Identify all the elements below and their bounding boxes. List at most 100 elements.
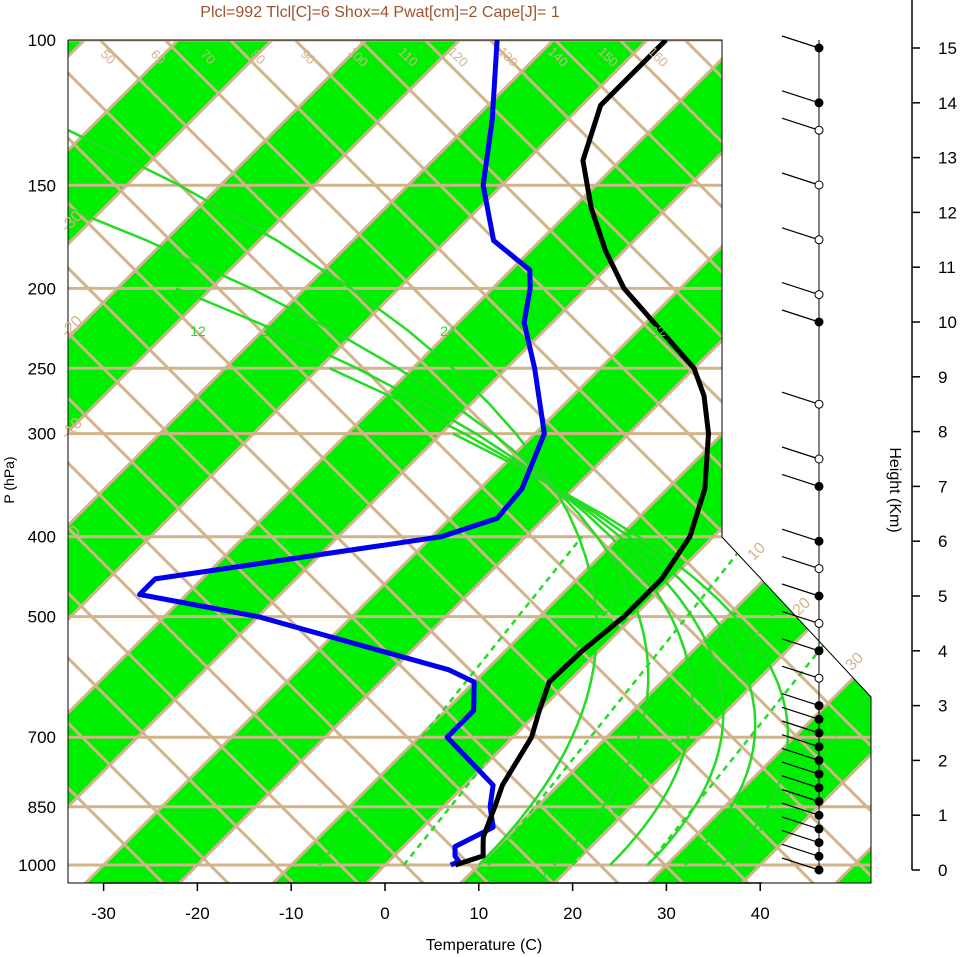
height-tick-label: 9 xyxy=(938,368,947,387)
mixing-ratio-label: 3 xyxy=(362,867,369,882)
height-marker xyxy=(814,399,824,409)
height-marker xyxy=(814,838,824,848)
height-marker xyxy=(814,481,824,491)
sounding-series xyxy=(137,40,712,868)
dry-adiabat-line xyxy=(68,40,727,883)
wind-barb xyxy=(781,446,820,460)
height-marker xyxy=(814,714,824,724)
dry-adiabat-line xyxy=(228,40,871,883)
dry-adiabat-line xyxy=(68,40,597,883)
height-tick-label: 6 xyxy=(938,532,947,551)
height-tick-label: 1 xyxy=(938,806,947,825)
height-tick-label: 15 xyxy=(938,39,957,58)
theta-label: 160 xyxy=(645,44,671,70)
theta-label: 50 xyxy=(98,46,119,67)
height-marker xyxy=(814,317,824,327)
moist-adiabats xyxy=(68,40,790,866)
isotherm-label: 10 xyxy=(745,539,770,564)
moist-adiabat-line xyxy=(68,40,598,866)
mixing-ratio-label: 17 xyxy=(541,867,555,882)
y-tick-label: 300 xyxy=(28,425,56,444)
dry-adiabat-line xyxy=(68,40,402,883)
isotherm-line xyxy=(68,40,687,883)
y-axis: 100 150 200 250 300 400 500 700 850 1000 xyxy=(18,31,56,875)
dry-adiabat-line xyxy=(68,40,532,883)
height-marker xyxy=(814,536,824,546)
moist-adiabat-line xyxy=(452,432,757,866)
x-tick-label: 30 xyxy=(657,904,676,923)
isotherm-line xyxy=(68,40,593,883)
height-marker xyxy=(814,290,824,300)
temperature-band xyxy=(68,40,871,883)
y-tick-label: 1000 xyxy=(18,856,56,875)
wind-barb xyxy=(781,473,820,487)
height-marker xyxy=(814,851,824,861)
height-marker xyxy=(814,646,824,656)
height-marker xyxy=(814,797,824,806)
height-marker xyxy=(814,98,824,108)
temperature-band xyxy=(444,40,871,883)
dry-adiabat-line xyxy=(68,40,871,883)
dry-adiabat-line xyxy=(68,40,467,883)
moist-adiabat-line xyxy=(556,487,790,866)
wind-barb xyxy=(781,227,820,241)
height-marker xyxy=(814,591,824,601)
moist-adiabat-label: 12 xyxy=(190,323,206,339)
wind-barb xyxy=(781,747,820,761)
wind-barb xyxy=(781,172,820,186)
wind-barb xyxy=(781,610,820,624)
isotherm-line xyxy=(631,40,871,883)
wind-barb xyxy=(781,830,820,844)
wind-barb xyxy=(781,857,820,871)
wind-barb xyxy=(781,665,820,679)
y-tick-label: 250 xyxy=(28,359,56,378)
y-tick-label: 700 xyxy=(28,728,56,747)
height-marker xyxy=(814,728,824,738)
wind-barb xyxy=(781,528,820,542)
isotherm-line xyxy=(0,2,28,899)
y-tick-label: 150 xyxy=(28,176,56,195)
mixing-ratio-line xyxy=(318,535,583,866)
y-axis-title: P (hPa) xyxy=(1,456,17,503)
height-marker xyxy=(814,783,824,793)
height-marker xyxy=(814,755,824,765)
height-marker xyxy=(814,235,824,245)
x-tick-label: -20 xyxy=(185,904,210,923)
dry-adiabat-line xyxy=(68,40,337,883)
chart-title: Plcl=992 Tlcl[C]=6 Shox=4 Pwat[cm]=2 Cap… xyxy=(200,4,560,21)
wind-barb xyxy=(781,638,820,652)
height-marker xyxy=(814,673,824,683)
moist-adiabat-label: 32 xyxy=(650,323,666,339)
height-marker xyxy=(814,180,824,190)
height-tick-label: 14 xyxy=(938,94,957,113)
isotherm-line xyxy=(443,40,871,883)
wind-barb xyxy=(781,788,820,803)
wind-barb xyxy=(781,761,820,775)
moist-adiabat-line xyxy=(175,287,694,866)
height-marker xyxy=(814,125,824,135)
mixing-ratio-line xyxy=(731,535,871,866)
dry-adiabat-line xyxy=(488,40,871,883)
height-tick-label: 10 xyxy=(938,313,957,332)
height-marker xyxy=(814,742,824,752)
theta-label: 90 xyxy=(298,46,319,67)
x-axis-title: Temperature (C) xyxy=(426,937,542,954)
wind-barb xyxy=(781,706,820,720)
isotherm-line xyxy=(537,40,871,883)
x-tick-label: 0 xyxy=(380,904,389,923)
temperature-band xyxy=(68,40,685,883)
wind-barb xyxy=(781,816,820,830)
wind-barb xyxy=(781,693,820,707)
y-tick-label: 500 xyxy=(28,608,56,627)
x-tick-label: 40 xyxy=(751,904,770,923)
height-marker xyxy=(814,43,824,53)
dry-adiabat-line xyxy=(68,40,871,883)
height-marker xyxy=(814,454,824,464)
wind-barb xyxy=(781,117,820,131)
height-marker xyxy=(814,769,824,779)
height-tick-label: 12 xyxy=(938,203,957,222)
mixing-ratio-line xyxy=(487,535,752,866)
wind-barb xyxy=(781,843,820,857)
height-marker xyxy=(814,865,824,875)
mixing-ratio-line xyxy=(402,535,668,866)
